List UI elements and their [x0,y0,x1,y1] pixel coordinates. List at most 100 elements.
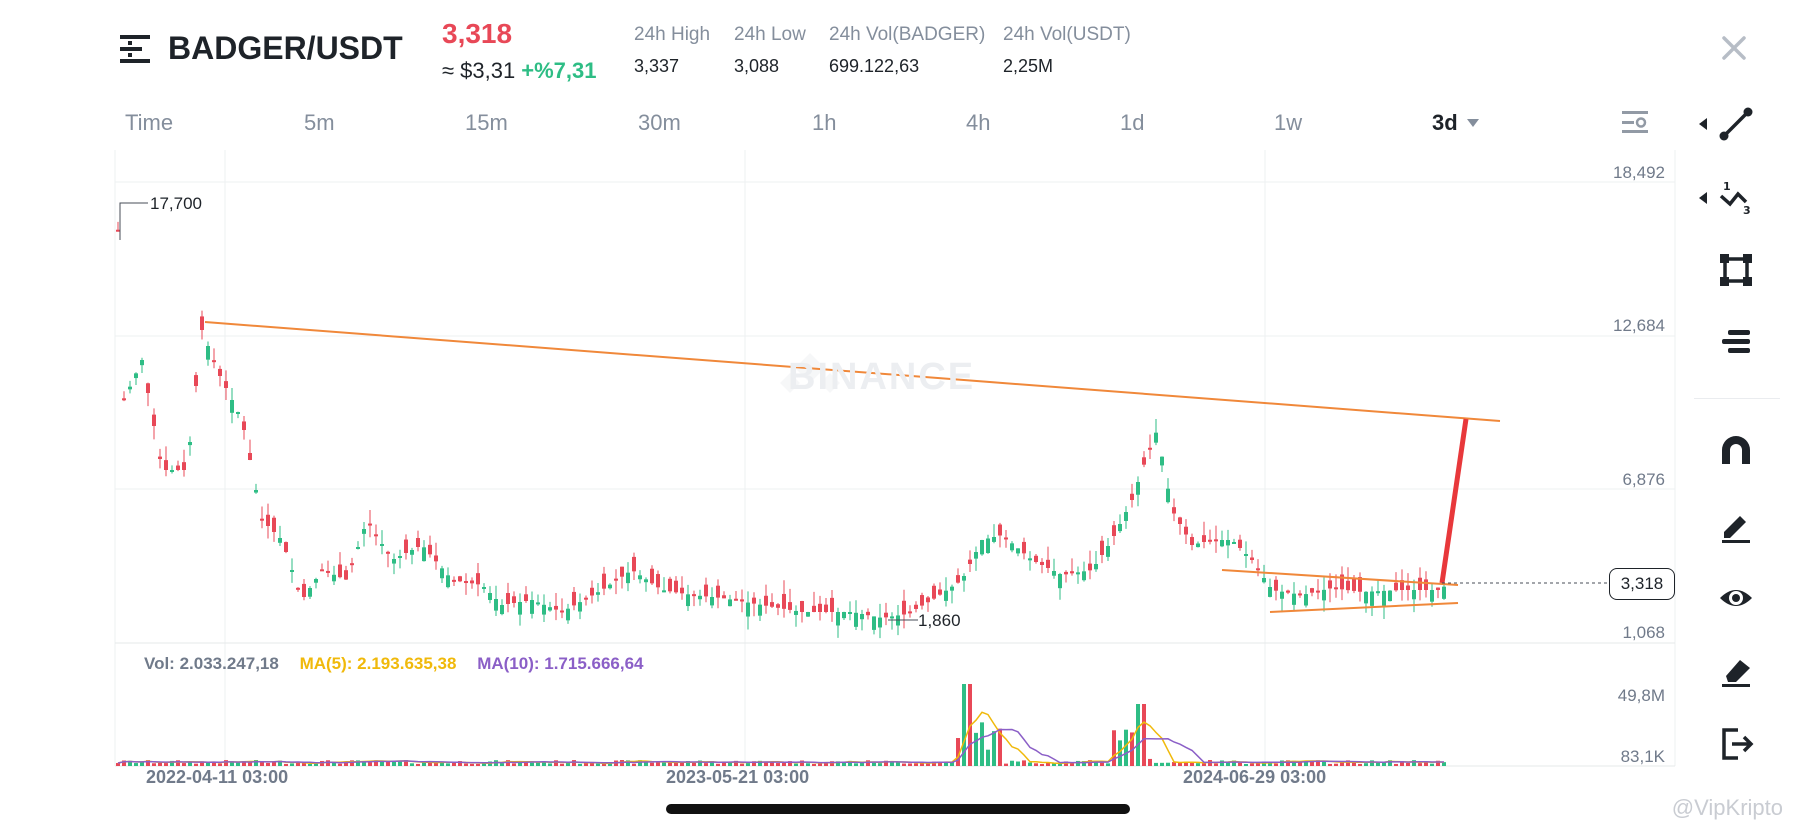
volume-bar [122,760,126,766]
chart-settings-icon[interactable] [1620,108,1650,136]
close-icon[interactable] [1716,30,1752,66]
channel-bottom-line[interactable] [1269,602,1459,613]
candle [614,578,618,581]
date-label-1: 2022-04-11 03:00 [146,767,289,787]
menu-icon[interactable] [120,34,152,64]
stat-vol-quote-value: 2,25M [1003,56,1054,76]
fibonacci-icon[interactable]: 13 [1718,180,1754,216]
volume-bar [1172,762,1176,766]
candle [854,612,858,627]
tab-1w[interactable]: 1w [1274,110,1303,135]
candle [1400,580,1404,590]
magnet-icon[interactable] [1718,434,1754,470]
candle [440,568,444,579]
candle [848,612,852,614]
volume-bar [830,761,834,766]
volume-bar [1154,762,1158,766]
volume-bar [1082,761,1086,766]
text-lines-icon[interactable] [1718,324,1754,360]
volume-bar [1100,762,1104,766]
candle [134,373,138,379]
tab-time[interactable]: Time [125,110,174,135]
candle [416,538,420,547]
volume-bar [638,760,642,766]
candle [746,602,750,617]
volume-bar [344,761,348,766]
expand-left-icon-2[interactable] [1698,191,1708,205]
volume-bar [440,762,444,766]
candle [1412,590,1416,600]
candle [1058,574,1062,589]
candle [866,611,870,616]
volume-bar [590,763,594,766]
tab-1h[interactable]: 1h [812,110,837,135]
candle [548,607,552,611]
expand-left-icon[interactable] [1698,117,1708,131]
volume-bar [404,760,408,766]
candle [1214,539,1218,542]
volume-bar [932,761,936,766]
candle [296,587,300,590]
candle [428,544,432,555]
candle [248,453,252,460]
exit-icon[interactable] [1718,726,1754,762]
binance-watermark-logo [780,353,840,393]
volume-bar [1010,760,1014,766]
ma10-line [117,728,1444,764]
volume-bar [680,761,684,766]
candle [1106,546,1110,557]
candle [176,465,180,470]
pencil-icon[interactable] [1718,508,1754,544]
trendline-resistance[interactable] [204,321,1501,422]
candle [1094,564,1098,570]
candle [1424,579,1428,590]
candle [632,556,636,572]
volume-bar [944,761,948,766]
tab-5m[interactable]: 5m [304,110,335,135]
volume-bar [458,761,462,766]
tab-1d[interactable]: 1d [1120,110,1145,135]
volume-bar [692,762,696,766]
channel-top-line[interactable] [1221,569,1459,586]
rectangle-icon[interactable] [1718,252,1754,288]
volume-bar [974,732,978,766]
volume-bar [314,763,318,766]
date-label-3: 2024-06-29 03:00 [1183,767,1327,787]
tab-15m[interactable]: 15m [465,110,508,135]
candle [722,595,726,599]
eraser-icon[interactable] [1718,652,1754,688]
volume-bar [668,762,672,766]
candle [236,412,240,414]
volume-bar [752,761,756,766]
chevron-down-icon[interactable] [1466,118,1480,128]
volume-bar [242,761,246,766]
candle [200,316,204,330]
candle [512,596,516,603]
volume-bar [1028,762,1032,766]
candle [1232,542,1236,544]
volume-bar [860,762,864,766]
volume-bar [1178,762,1182,766]
candle [320,569,324,572]
home-indicator[interactable] [666,804,1130,814]
price-change: +%7,31 [521,58,597,83]
candle [812,605,816,612]
volume-bar [716,763,720,766]
candle [956,575,960,583]
tab-3d[interactable]: 3d [1432,110,1458,135]
tab-30m[interactable]: 30m [638,110,681,135]
pair-title[interactable]: BADGER/USDT [168,30,403,66]
candle [392,559,396,564]
eye-icon[interactable] [1718,580,1754,616]
volume-bar [866,760,870,766]
candle [596,592,600,595]
projection-arrow-line[interactable] [1439,418,1469,584]
trend-line-icon[interactable] [1718,106,1754,142]
candle [1154,432,1158,443]
tab-4h[interactable]: 4h [966,110,991,135]
candle [386,551,390,554]
volume-bar [1400,761,1404,766]
candle [398,556,402,558]
candle [644,579,648,583]
